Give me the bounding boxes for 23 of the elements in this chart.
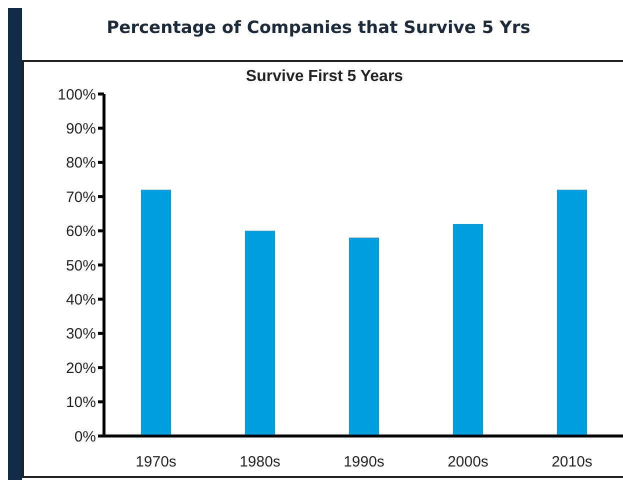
- chart-title: Percentage of Companies that Survive 5 Yrs: [106, 18, 532, 38]
- y-tick-label: 80%: [66, 154, 96, 172]
- bar: [453, 224, 483, 436]
- y-tick-label: 0%: [74, 428, 96, 446]
- y-tick-label: 40%: [66, 292, 96, 309]
- x-tick-label: 2010s: [552, 454, 592, 471]
- y-tick-label: 60%: [66, 223, 96, 240]
- y-tick-label: 30%: [66, 326, 96, 343]
- y-tick-label: 100%: [58, 86, 96, 104]
- y-tick-label: 90%: [66, 120, 96, 138]
- x-tick-label: 2000s: [448, 454, 488, 471]
- bar: [557, 190, 587, 436]
- x-tick-label: 1970s: [136, 454, 176, 471]
- bar: [141, 190, 171, 436]
- bar: [349, 238, 379, 436]
- y-tick-label: 10%: [66, 394, 96, 412]
- y-tick-label: 50%: [66, 257, 96, 274]
- x-tick-label: 1980s: [240, 454, 280, 471]
- y-tick-label: 70%: [66, 188, 96, 206]
- chart-subtitle: Survive First 5 Years: [244, 68, 404, 86]
- y-tick-label: 20%: [66, 360, 96, 377]
- bar: [245, 230, 275, 436]
- x-tick-label: 1990s: [344, 454, 384, 471]
